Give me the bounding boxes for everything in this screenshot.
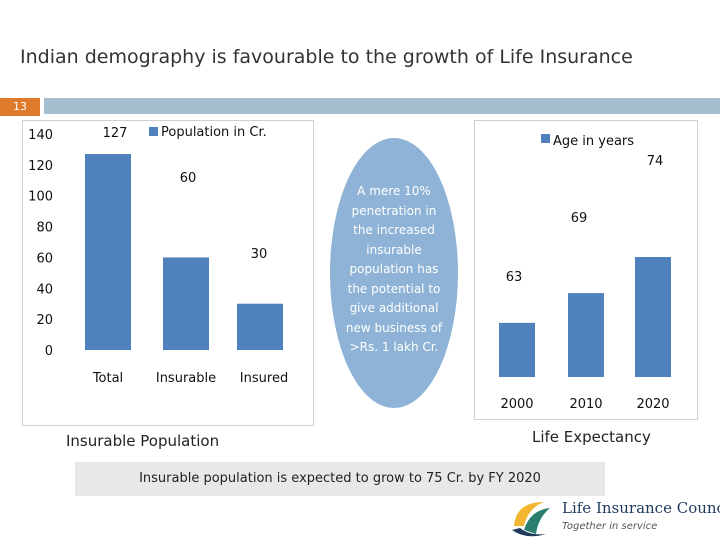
population-chart-svg: Population in Cr. 0 20 40 60 80 100 120 140 127… [28, 125, 288, 386]
legend-swatch [541, 134, 550, 143]
bar [85, 154, 131, 350]
callout-line: A mere 10% [357, 184, 431, 198]
logo-tagline: Together in service [562, 521, 658, 532]
logo-name: Life Insurance Council [562, 499, 720, 517]
legend-label: Age in years [553, 134, 634, 149]
header-bar [44, 98, 720, 114]
data-label: 63 [506, 270, 523, 285]
callout-oval [330, 138, 458, 408]
slide-number: 13 [0, 98, 40, 116]
callout-line: the potential to [347, 281, 441, 296]
footer-box [75, 462, 605, 496]
life-expectancy-chart-svg: Age in years 63 69 74 2000 2010 2020 [499, 134, 671, 412]
y-tick-label: 140 [28, 128, 53, 143]
y-tick-label: 0 [45, 344, 53, 359]
data-label: 60 [180, 171, 197, 186]
population-caption: Insurable Population [66, 432, 220, 450]
life-expectancy-caption: Life Expectancy [532, 428, 651, 446]
category-label: Total [92, 371, 123, 386]
category-label: Insured [240, 371, 288, 386]
life-insurance-council-logo: Life Insurance Council Together in servi… [506, 496, 720, 540]
category-label: 2020 [636, 397, 669, 412]
bar [237, 303, 283, 350]
data-label: 69 [571, 211, 588, 226]
callout-line: >Rs. 1 lakh Cr. [349, 340, 439, 354]
legend-swatch [149, 127, 158, 136]
bar [568, 293, 604, 377]
callout-line: insurable [366, 242, 422, 257]
population-chart: Population in Cr. 0 20 40 60 80 100 120 140 127… [22, 120, 314, 426]
y-tick-label: 20 [36, 313, 53, 328]
callout-line: penetration in [351, 203, 437, 218]
callout-line: the increased [353, 223, 435, 237]
footer-text: Insurable population is expected to grow… [139, 471, 541, 486]
y-tick-label: 100 [28, 190, 53, 205]
data-label: 127 [103, 126, 128, 141]
callout-line: population has [349, 262, 439, 276]
legend-label: Population in Cr. [161, 125, 267, 140]
logo-mark-icon [512, 502, 550, 537]
category-label: 2010 [569, 397, 602, 412]
bar [163, 257, 209, 350]
bar [499, 322, 535, 377]
callout-text: A mere 10% penetration in the increased ins… [336, 182, 452, 358]
slide-title: Indian demography is favourable to the g… [20, 46, 633, 68]
y-tick-label: 60 [36, 251, 53, 266]
callout-line: new business of [345, 320, 443, 335]
life-expectancy-chart: Age in years 63 69 74 2000 2010 2020 [474, 120, 698, 420]
category-label: 2000 [500, 397, 533, 412]
y-tick-label: 40 [36, 282, 53, 297]
data-label: 30 [251, 247, 268, 262]
category-label: Insurable [156, 371, 216, 386]
data-label: 74 [647, 154, 664, 169]
y-tick-label: 80 [36, 221, 53, 236]
bar [635, 257, 671, 377]
callout-line: give additional [349, 301, 439, 315]
y-tick-label: 120 [28, 159, 53, 174]
